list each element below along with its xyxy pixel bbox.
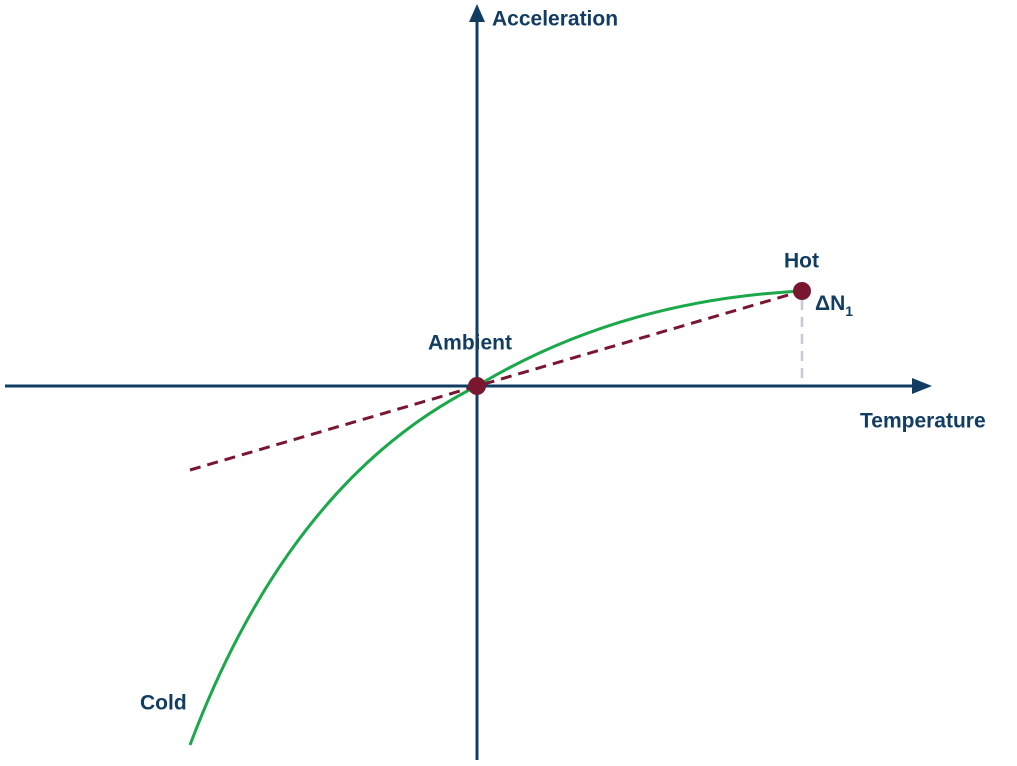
x-axis-arrow — [912, 378, 932, 394]
ambient-label: Ambient — [428, 332, 512, 355]
ambient-point — [468, 377, 486, 395]
delta-label: ΔN1 — [815, 292, 853, 319]
delta-subscript: 1 — [845, 303, 853, 319]
x-axis-label: Temperature — [860, 410, 986, 433]
hot-label: Hot — [784, 250, 819, 273]
y-axis-label: Acceleration — [492, 8, 618, 31]
y-axis-arrow — [469, 4, 485, 22]
response-curve — [188, 289, 803, 746]
linear-fit — [189, 289, 803, 472]
cold-label: Cold — [140, 692, 187, 715]
hot-point — [793, 282, 811, 300]
delta-main: ΔN — [815, 292, 845, 315]
